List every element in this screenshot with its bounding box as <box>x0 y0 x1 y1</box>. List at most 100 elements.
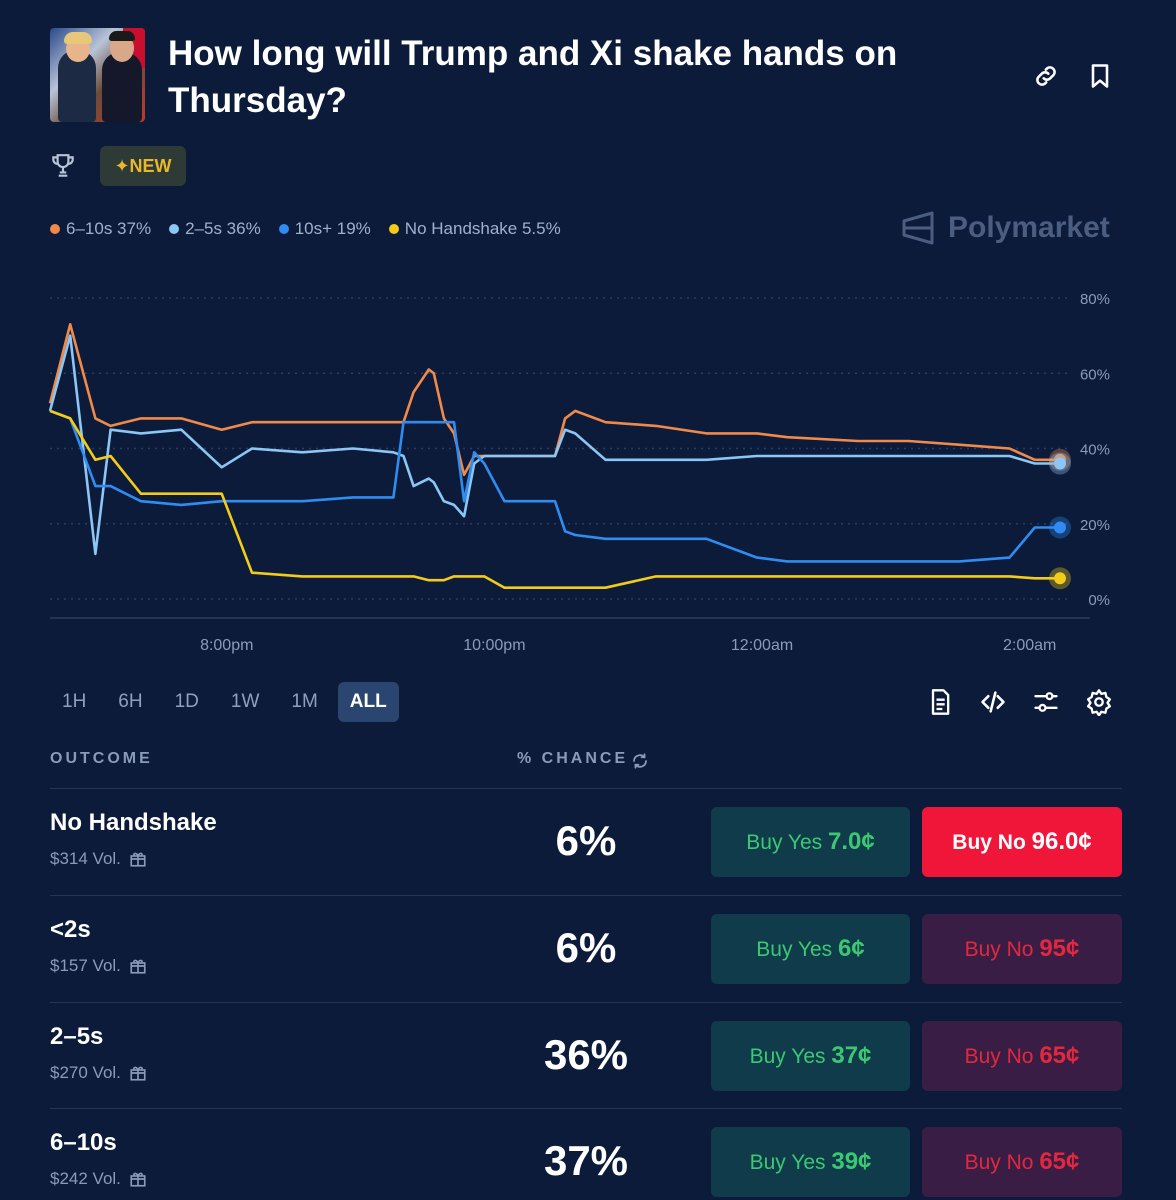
series-endpoint <box>1054 572 1066 585</box>
outcome-name: 6–10s <box>50 1129 117 1156</box>
buy-no-price: 65¢ <box>1039 1148 1080 1175</box>
gift-icon <box>130 1172 146 1187</box>
gift-icon <box>130 852 146 867</box>
y-tick-label: 0% <box>1088 592 1110 609</box>
y-tick-label: 80% <box>1080 291 1110 308</box>
buy-no-price: 95¢ <box>1039 935 1080 962</box>
divider <box>50 788 1122 789</box>
buy-yes-price: 6¢ <box>838 935 865 962</box>
buy-no-label: Buy No <box>964 1151 1034 1174</box>
legend-dot-light-blue <box>169 224 180 234</box>
legend-item: No Handshake 5.5% <box>388 218 561 240</box>
outcome-chance: 36% <box>543 1031 629 1078</box>
chart-grid <box>50 297 1090 619</box>
y-tick-label: 60% <box>1080 366 1110 383</box>
buy-yes-button[interactable]: Buy Yes 37¢ <box>711 1021 910 1091</box>
volume-text: $242 Vol. <box>50 1169 121 1188</box>
gift-icon <box>130 1066 146 1081</box>
buy-yes-button[interactable]: Buy Yes 7.0¢ <box>711 807 910 877</box>
outcome-chance: 6% <box>555 924 617 971</box>
divider <box>50 1108 1122 1109</box>
x-tick-label: 2:00am <box>1003 637 1056 654</box>
new-badge: ✦NEW <box>100 146 186 186</box>
range-6h[interactable]: 6H <box>118 691 143 712</box>
polymarket-logo: Polymarket <box>900 206 1110 250</box>
outcome-volume: $157 Vol. <box>50 956 147 976</box>
legend-label: 6–10s 37% <box>66 219 152 238</box>
chart-legend: 6–10s 37% 2–5s 36% 10s+ 19% No Handshake… <box>50 218 561 240</box>
series-endpoint <box>1054 521 1066 534</box>
buy-no-button[interactable]: Buy No 96.0¢ <box>922 807 1122 877</box>
market-title: How long will Trump and Xi shake hands o… <box>168 34 898 120</box>
range-1d[interactable]: 1D <box>174 691 199 712</box>
buy-no-button[interactable]: Buy No 95¢ <box>922 914 1122 984</box>
series-line <box>49 409 1060 590</box>
range-1m[interactable]: 1M <box>291 691 318 712</box>
x-tick-label: 12:00am <box>731 637 793 654</box>
buy-no-price: 65¢ <box>1039 1042 1080 1069</box>
range-1w[interactable]: 1W <box>230 691 260 712</box>
range-all[interactable]: ALL <box>337 682 399 722</box>
x-tick-label: 8:00pm <box>200 637 253 654</box>
outcome-row-2-5s: 2–5s $270 Vol. 36% Buy Yes 37¢ Buy No 65… <box>0 1003 1176 1109</box>
chart-x-ticks: 8:00pm 10:00pm 12:00am 2:00am <box>200 637 1056 654</box>
volume-text: $314 Vol. <box>50 849 121 868</box>
refresh-icon[interactable] <box>631 752 649 770</box>
legend-dot-yellow <box>388 224 399 234</box>
outcome-name: No Handshake <box>50 809 217 836</box>
outcome-volume: $270 Vol. <box>50 1063 147 1083</box>
outcome-row-no-handshake: No Handshake $314 Vol. 6% Buy Yes 7.0¢ B… <box>0 789 1176 895</box>
series-line <box>48 322 1060 477</box>
buy-yes-price: 7.0¢ <box>828 828 875 855</box>
outcome-volume: $314 Vol. <box>50 849 147 869</box>
buy-yes-label: Buy Yes <box>749 1151 826 1174</box>
volume-text: $270 Vol. <box>50 1063 121 1082</box>
range-1h[interactable]: 1H <box>62 691 87 712</box>
buy-no-label: Buy No <box>964 1045 1034 1068</box>
buy-yes-price: 37¢ <box>831 1042 872 1069</box>
gear-icon[interactable] <box>1085 688 1113 717</box>
buy-yes-label: Buy Yes <box>749 1045 826 1068</box>
bookmark-icon[interactable] <box>1086 62 1114 90</box>
document-icon[interactable] <box>926 688 954 716</box>
buy-yes-button[interactable]: Buy Yes 39¢ <box>711 1127 910 1197</box>
outcome-chance: 6% <box>555 817 617 864</box>
buy-no-price: 96.0¢ <box>1031 828 1092 855</box>
divider <box>50 895 1122 896</box>
buy-no-button[interactable]: Buy No 65¢ <box>922 1021 1122 1091</box>
brand-name: Polymarket <box>948 211 1110 244</box>
trophy-icon <box>50 152 76 180</box>
chance-column-header: % CHANCE <box>517 750 629 767</box>
buy-yes-price: 39¢ <box>831 1148 872 1175</box>
series-line <box>48 334 1060 556</box>
series-line <box>49 409 1060 563</box>
divider <box>50 1002 1122 1003</box>
outcome-column-header: OUTCOME <box>50 750 153 767</box>
legend-item: 2–5s 36% <box>169 218 261 240</box>
legend-item: 6–10s 37% <box>50 218 151 240</box>
chart-y-ticks: 0% 20% 40% 60% 80% <box>1080 291 1110 609</box>
buy-no-button[interactable]: Buy No 65¢ <box>922 1127 1122 1197</box>
chart-lines <box>48 322 1060 590</box>
outcome-volume: $242 Vol. <box>50 1169 147 1189</box>
outcome-name: <2s <box>50 916 91 943</box>
link-icon[interactable] <box>1032 62 1060 90</box>
embed-code-icon[interactable] <box>979 688 1007 716</box>
sliders-icon[interactable] <box>1032 688 1060 716</box>
outcome-row-6-10s: 6–10s $242 Vol. 37% Buy Yes 39¢ Buy No 6… <box>0 1109 1176 1200</box>
legend-dot-blue <box>278 224 289 234</box>
x-tick-label: 10:00pm <box>463 637 525 654</box>
legend-label: No Handshake 5.5% <box>404 219 561 238</box>
market-header: How long will Trump and Xi shake hands o… <box>50 28 1130 124</box>
price-chart: 0% 20% 40% 60% 80% 8:00pm 10:00pm 12:00am 2:00a… <box>48 291 1110 654</box>
legend-label: 2–5s 36% <box>185 219 261 238</box>
buy-yes-button[interactable]: Buy Yes 6¢ <box>711 914 910 984</box>
time-range-selector: 1H 6H 1D 1W 1M ALL <box>50 682 399 722</box>
legend-dot-orange <box>50 224 60 234</box>
volume-text: $157 Vol. <box>50 956 121 975</box>
outcome-chance: 37% <box>543 1137 629 1184</box>
legend-item: 10s+ 19% <box>278 218 371 240</box>
legend-label: 10s+ 19% <box>294 219 371 238</box>
market-thumbnail <box>50 28 145 122</box>
buy-no-label: Buy No <box>964 938 1034 961</box>
